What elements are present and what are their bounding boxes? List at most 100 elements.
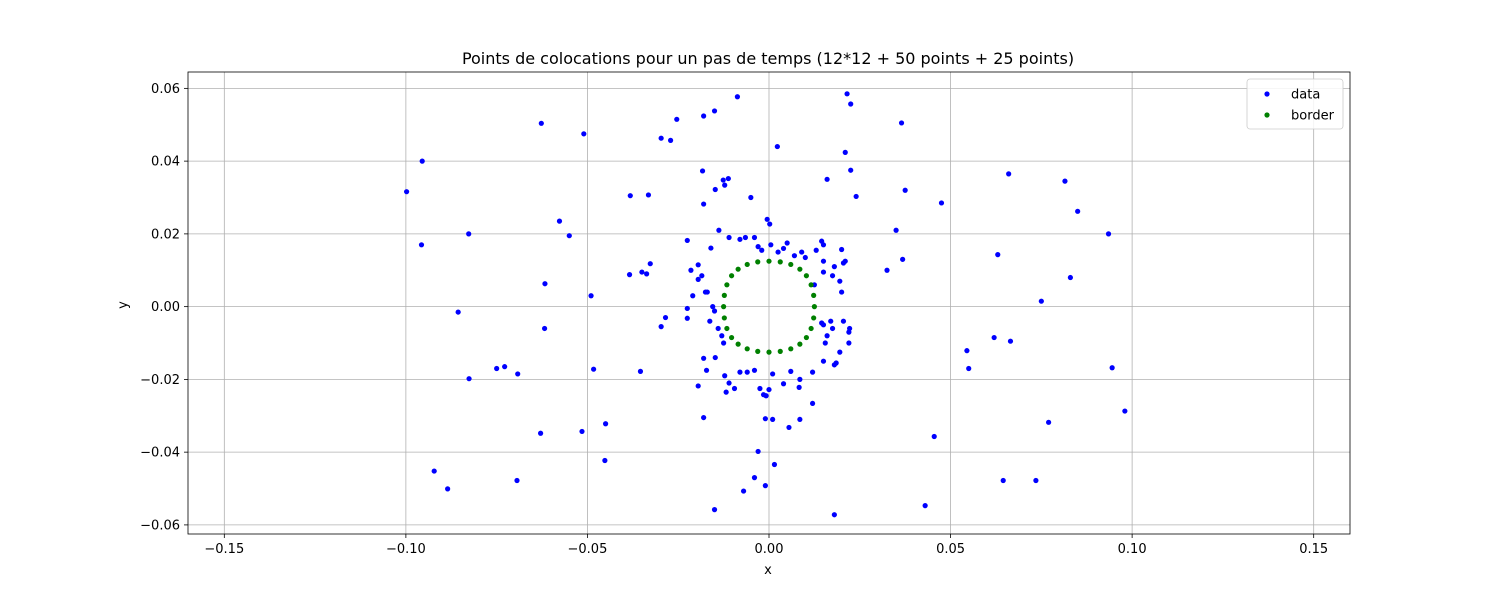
border-point (721, 304, 727, 310)
data-point (667, 137, 674, 143)
data-point (837, 278, 843, 284)
data-point (759, 247, 765, 253)
border-point (744, 261, 750, 268)
data-point (701, 414, 707, 421)
data-point (418, 242, 425, 248)
data-point (627, 193, 633, 199)
data-point (742, 234, 748, 241)
data-point (819, 320, 825, 326)
data-point (645, 192, 652, 198)
data-point (966, 365, 972, 372)
data-point (701, 201, 707, 207)
data-point (780, 381, 787, 387)
border-point (766, 258, 772, 264)
data-point (809, 369, 816, 375)
data-point (820, 258, 827, 264)
data-point (797, 376, 803, 382)
data-point (723, 389, 729, 395)
border-point (811, 292, 817, 298)
data-point (900, 256, 906, 262)
data-point (844, 91, 850, 97)
axes: −0.15 −0.10 −0.05 0.00 0.05 0.10 0.15 −0.06 −0.0… (140, 71, 1351, 557)
data-point (716, 227, 722, 233)
legend-box (1246, 78, 1344, 130)
data-point (1062, 178, 1068, 184)
x-tick-label: −0.05 (568, 542, 608, 557)
data-point (726, 380, 732, 386)
border-point (728, 334, 735, 341)
x-tick-label: 0.10 (1118, 542, 1147, 557)
data-point (755, 448, 761, 455)
data-point (813, 247, 819, 253)
data-point (591, 366, 597, 372)
data-point (902, 187, 908, 193)
data-point (938, 200, 945, 206)
data-point (1067, 274, 1073, 281)
data-point (751, 367, 758, 373)
data-point (703, 367, 710, 373)
data-point (762, 483, 768, 489)
data-point (537, 430, 544, 436)
data-point (684, 305, 690, 312)
data-point (695, 276, 701, 282)
data-point (637, 368, 644, 374)
border-point (808, 325, 814, 332)
data-point (842, 149, 848, 155)
y-tick-label: −0.02 (140, 373, 180, 388)
border-point (811, 315, 817, 321)
data-point (644, 271, 650, 277)
data-point (684, 315, 690, 321)
x-tick-label: −0.15 (204, 542, 244, 557)
data-point (710, 304, 716, 310)
data-point (431, 468, 437, 474)
data-point (419, 158, 425, 164)
data-point (737, 236, 743, 242)
data-point (831, 512, 837, 518)
data-point (602, 421, 609, 427)
legend-label-data: data (1291, 88, 1320, 103)
data-point (748, 194, 754, 201)
legend-label-border: border (1291, 109, 1335, 124)
data-point (964, 348, 970, 354)
data-point (839, 246, 845, 253)
data-point (770, 416, 776, 423)
data-point (712, 186, 718, 193)
data-point (466, 376, 472, 382)
border-point (735, 266, 741, 272)
border-point (724, 325, 730, 332)
data-point (1075, 208, 1081, 214)
data-point (884, 267, 890, 273)
data-point (725, 175, 731, 182)
data-point (639, 269, 645, 275)
data-point (734, 94, 741, 100)
data-point (699, 273, 705, 279)
data-point (744, 369, 750, 375)
data-point (820, 358, 827, 364)
data-point (848, 101, 854, 107)
data-point (822, 340, 828, 346)
data-point (824, 333, 830, 339)
data-point (893, 227, 899, 233)
x-tick-label: 0.00 (755, 542, 784, 557)
border-point (788, 261, 794, 268)
y-axis-label: y (116, 301, 131, 309)
data-point (791, 253, 798, 259)
data-point (829, 273, 836, 279)
data-point (780, 245, 787, 252)
data-point (839, 289, 845, 295)
data-point (763, 393, 769, 399)
y-tick-label: 0.02 (151, 227, 180, 242)
data-point (1046, 419, 1052, 425)
data-point (796, 384, 802, 390)
data-point (848, 167, 854, 173)
border-point (755, 348, 761, 354)
data-point (701, 113, 707, 119)
data-point (898, 120, 905, 126)
data-point (711, 507, 718, 513)
data-point (847, 325, 853, 332)
data-point (1038, 298, 1044, 304)
data-point (1122, 408, 1128, 414)
data-point (840, 318, 847, 324)
data-point (1105, 231, 1112, 237)
